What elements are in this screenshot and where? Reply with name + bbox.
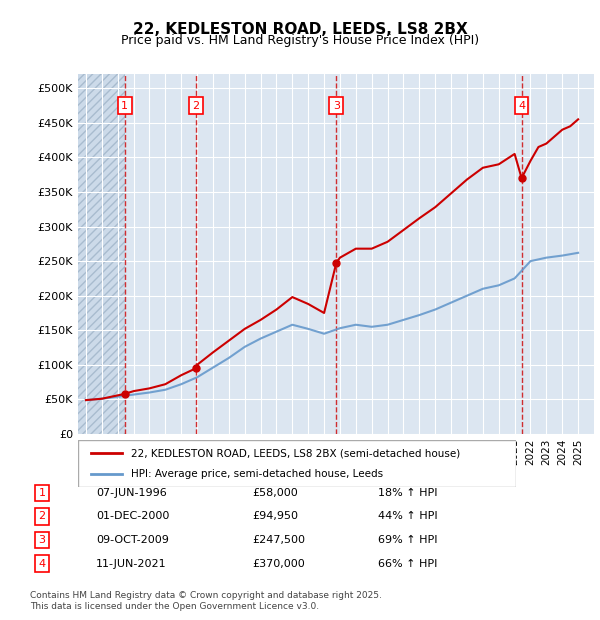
Text: 4: 4 <box>38 559 46 569</box>
Text: 01-DEC-2000: 01-DEC-2000 <box>96 512 169 521</box>
Text: 22, KEDLESTON ROAD, LEEDS, LS8 2BX: 22, KEDLESTON ROAD, LEEDS, LS8 2BX <box>133 22 467 37</box>
Text: 09-OCT-2009: 09-OCT-2009 <box>96 535 169 545</box>
Text: 4: 4 <box>518 100 525 110</box>
FancyBboxPatch shape <box>78 440 516 487</box>
Text: 1: 1 <box>38 488 46 498</box>
Bar <box>78 74 125 434</box>
Text: 18% ↑ HPI: 18% ↑ HPI <box>378 488 437 498</box>
Text: Contains HM Land Registry data © Crown copyright and database right 2025.
This d: Contains HM Land Registry data © Crown c… <box>30 591 382 611</box>
Text: 3: 3 <box>333 100 340 110</box>
Text: £247,500: £247,500 <box>252 535 305 545</box>
Text: 11-JUN-2021: 11-JUN-2021 <box>96 559 167 569</box>
Text: 69% ↑ HPI: 69% ↑ HPI <box>378 535 437 545</box>
Text: 2: 2 <box>38 512 46 521</box>
Text: 3: 3 <box>38 535 46 545</box>
Text: 66% ↑ HPI: 66% ↑ HPI <box>378 559 437 569</box>
Text: 22, KEDLESTON ROAD, LEEDS, LS8 2BX (semi-detached house): 22, KEDLESTON ROAD, LEEDS, LS8 2BX (semi… <box>131 448 460 458</box>
Text: HPI: Average price, semi-detached house, Leeds: HPI: Average price, semi-detached house,… <box>131 469 383 479</box>
Text: 2: 2 <box>192 100 199 110</box>
Bar <box>78 74 125 434</box>
Text: 07-JUN-1996: 07-JUN-1996 <box>96 488 167 498</box>
Text: £94,950: £94,950 <box>252 512 298 521</box>
Text: 1: 1 <box>121 100 128 110</box>
Text: Price paid vs. HM Land Registry's House Price Index (HPI): Price paid vs. HM Land Registry's House … <box>121 34 479 47</box>
Text: £58,000: £58,000 <box>252 488 298 498</box>
Text: £370,000: £370,000 <box>252 559 305 569</box>
Text: 44% ↑ HPI: 44% ↑ HPI <box>378 512 437 521</box>
